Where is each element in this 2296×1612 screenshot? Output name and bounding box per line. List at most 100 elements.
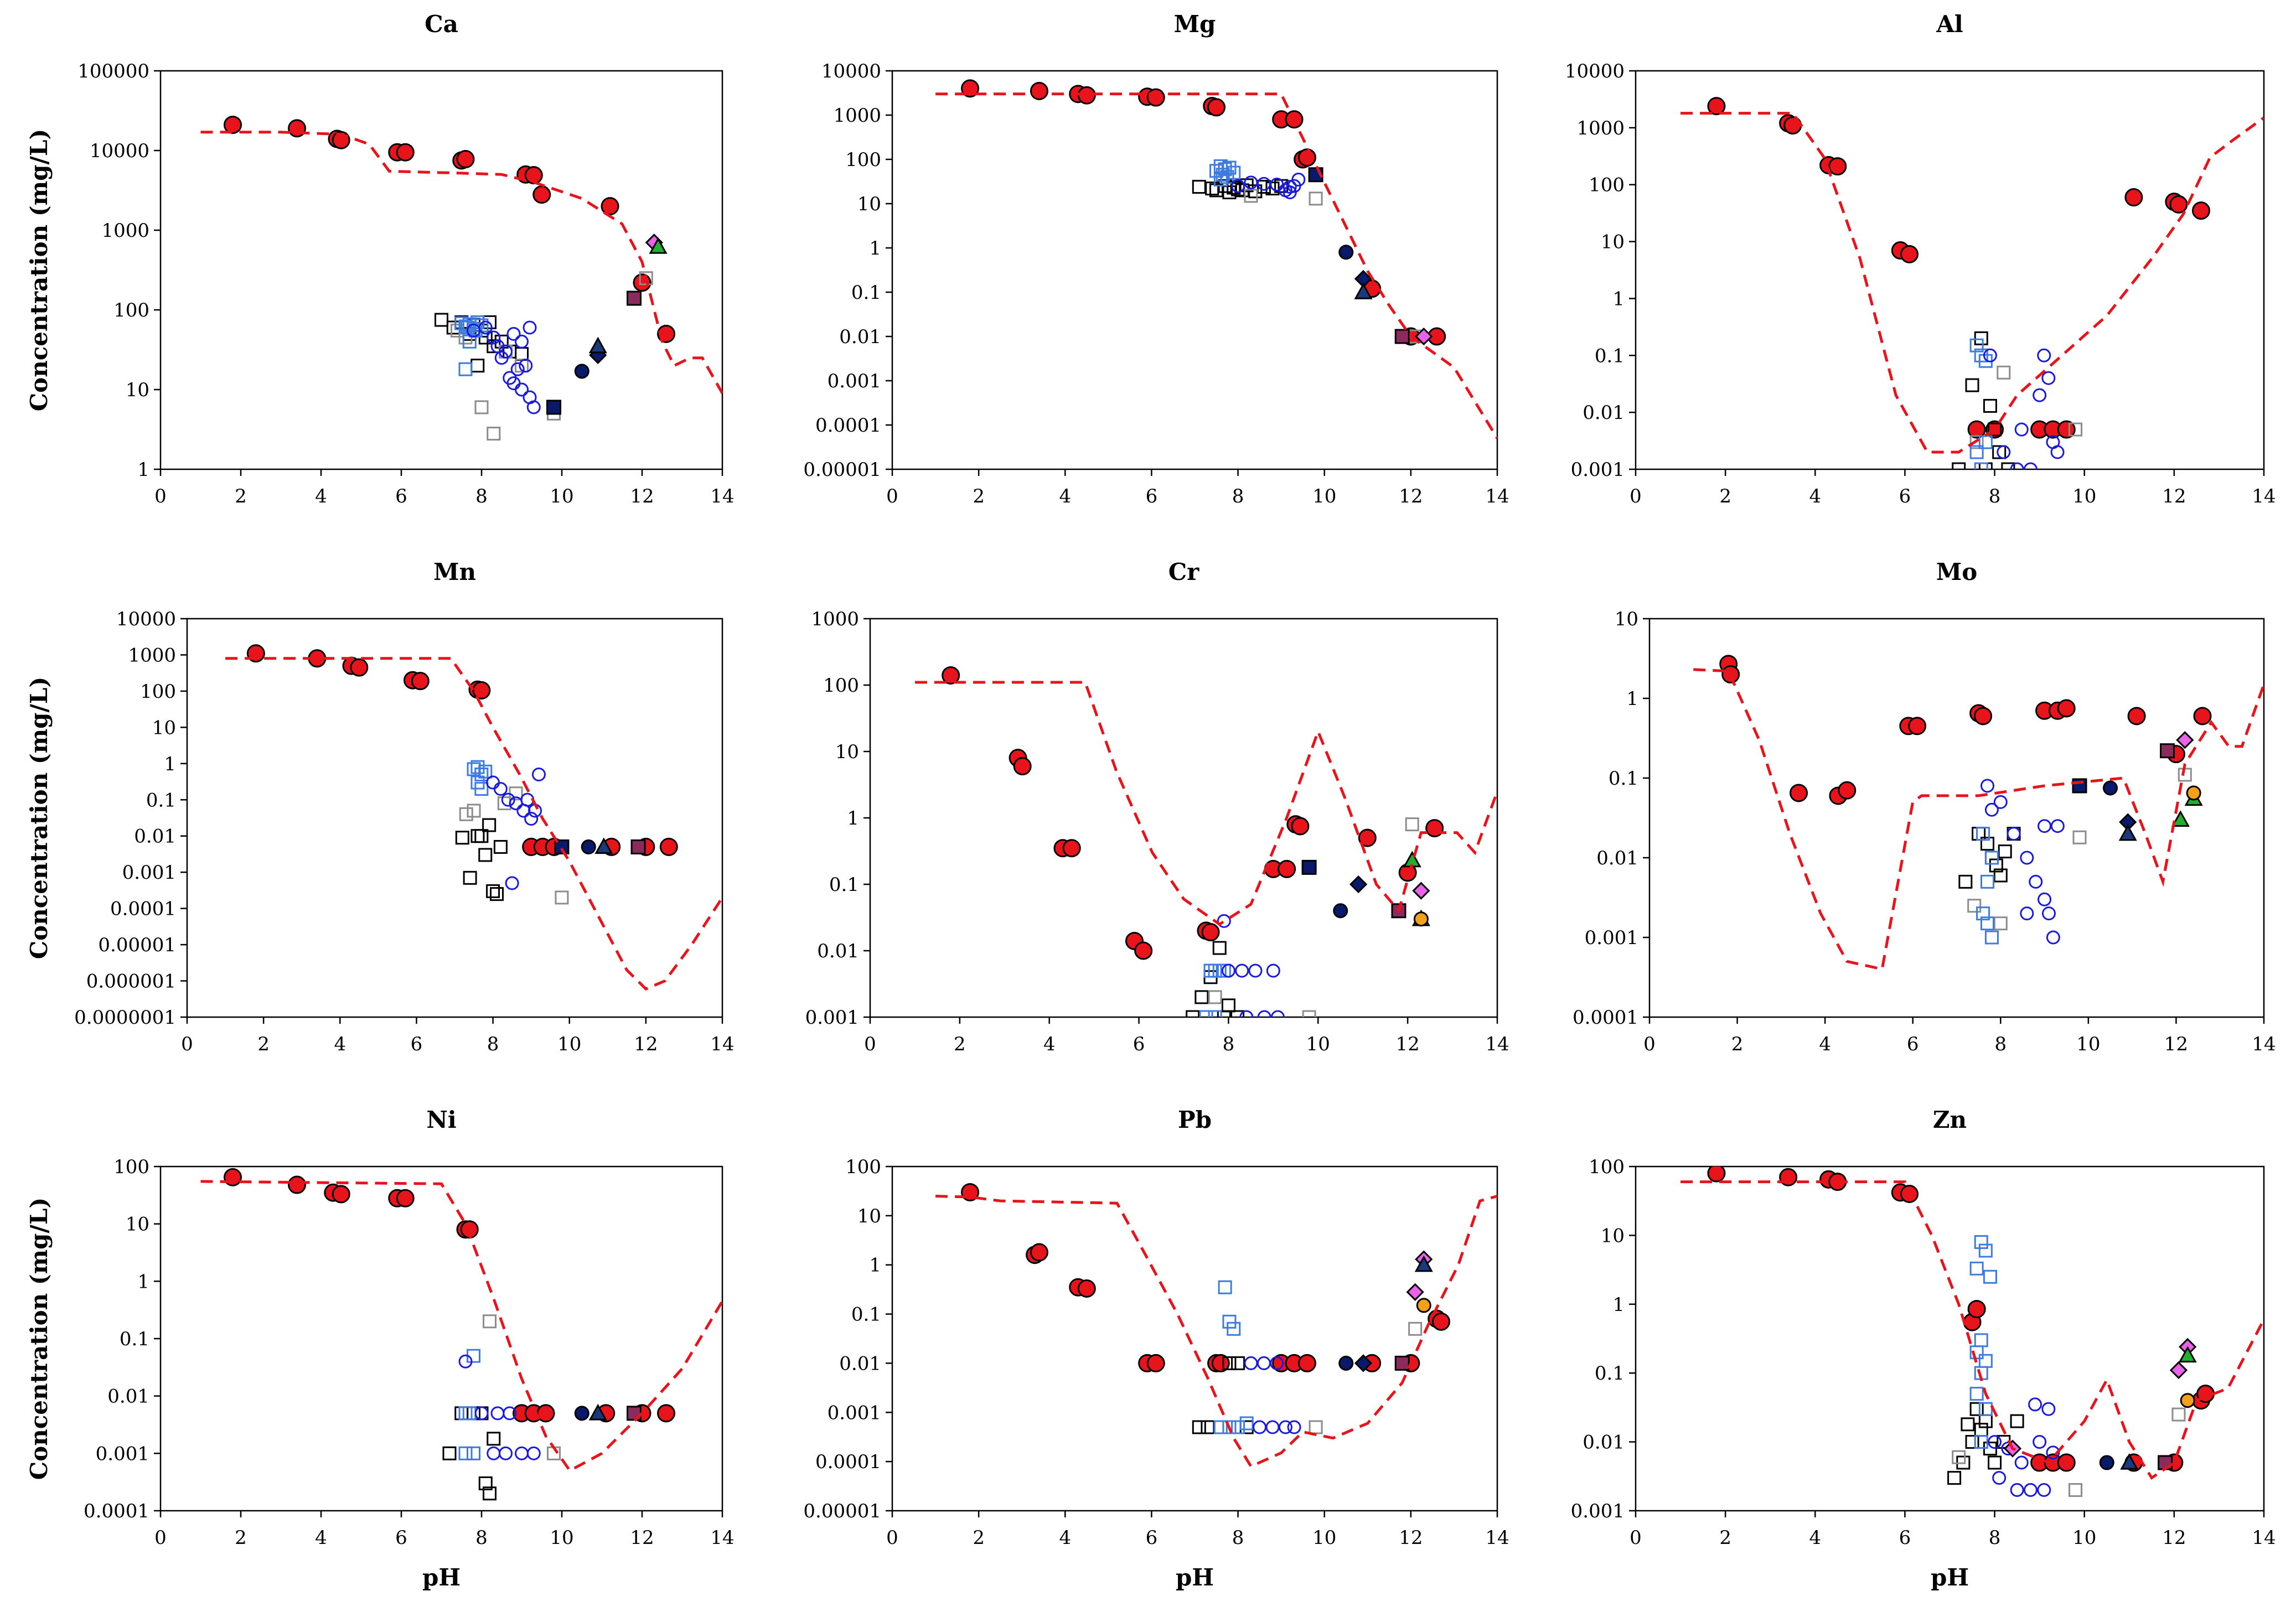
marker-measured bbox=[2057, 699, 2076, 718]
marker-green-triangles bbox=[649, 237, 668, 254]
y-tick-label: 10 bbox=[857, 193, 881, 215]
marker-measured bbox=[1146, 1354, 1165, 1372]
marker-blue-circles bbox=[515, 334, 529, 349]
y-tick-label: 0.001 bbox=[805, 1007, 859, 1029]
y-tick-label: 0.0001 bbox=[815, 414, 881, 437]
marker-lightblue-squares bbox=[1980, 916, 1994, 931]
chart-mg: Mg 0 2 4 6 8 10 12 14 0.00001 0.0001 0.001 0.01 0.1 1 1… bbox=[803, 11, 1509, 507]
marker-lightblue-squares bbox=[1974, 1333, 1988, 1347]
marker-lightblue-squares bbox=[1978, 1354, 1993, 1368]
y-tick-label: 0.001 bbox=[122, 862, 176, 884]
marker-blue-circles bbox=[501, 792, 515, 807]
plot-frame-cr bbox=[869, 618, 1498, 1018]
marker-grey-squares bbox=[1405, 817, 1419, 832]
marker-measured bbox=[1134, 941, 1153, 960]
x-tick-label: 12 bbox=[1396, 1033, 1420, 1055]
x-tick-label: 14 bbox=[2252, 485, 2276, 507]
y-tick-label: 100 bbox=[140, 681, 176, 703]
marker-lightblue-squares bbox=[1976, 906, 1990, 921]
y-tick-label: 1 bbox=[1612, 1294, 1625, 1316]
x-tick-label: 14 bbox=[710, 485, 734, 507]
x-tick-label: 12 bbox=[1399, 1527, 1423, 1549]
x-tick-label: 6 bbox=[395, 485, 407, 507]
marker-blue-circles bbox=[458, 1354, 473, 1369]
marker-grey-squares bbox=[2069, 422, 2082, 437]
marker-black-squares bbox=[478, 1476, 493, 1491]
marker-black-squares bbox=[1974, 1423, 1988, 1437]
marker-blue-circles bbox=[1239, 1010, 1254, 1017]
marker-grey-squares bbox=[1993, 916, 2008, 931]
marker-lightblue-squares bbox=[1978, 1243, 1993, 1258]
marker-blue-circles bbox=[2010, 1483, 2024, 1497]
marker-pink-diamonds bbox=[1415, 327, 1433, 346]
marker-blue-circles bbox=[1244, 1356, 1258, 1370]
marker-blue-circles bbox=[1997, 445, 2011, 459]
marker-lightblue-squares bbox=[1217, 963, 1231, 978]
marker-measured bbox=[224, 116, 242, 134]
y-tick-label: 0.01 bbox=[1583, 402, 1625, 424]
marker-black-squares bbox=[1988, 422, 2002, 437]
y-tick-label: 0.0001 bbox=[110, 898, 176, 920]
marker-blue-circles bbox=[490, 1406, 505, 1421]
marker-blue-circles bbox=[1270, 1010, 1285, 1017]
marker-measured bbox=[1838, 781, 1857, 800]
y-tick-label: 0.1 bbox=[851, 282, 881, 304]
marker-blue-circles bbox=[1221, 963, 1235, 978]
marker-blue-circles bbox=[1231, 179, 1245, 193]
plot-area-ca bbox=[200, 116, 722, 441]
marker-grey-squares bbox=[458, 330, 473, 345]
chart-title-mg: Mg bbox=[1174, 11, 1216, 38]
chart-ni: Ni 0 2 4 6 8 10 12 14 0.0001 0.001 0.01 0.1 1 10 100 Con… bbox=[25, 1106, 735, 1591]
marker-lightblue-squares bbox=[1969, 1345, 1984, 1360]
y-tick-label: 1 bbox=[137, 1271, 149, 1293]
marker-navy-triangles bbox=[588, 336, 607, 354]
chart-mn: Mn 0 2 4 6 8 10 12 14 0.0000001 0.000001 0.00001 0.0… bbox=[25, 558, 735, 1055]
marker-blue-circles bbox=[2041, 371, 2056, 385]
x-tick-label: 4 bbox=[1043, 1033, 1056, 1055]
marker-blue-circles bbox=[1235, 963, 1249, 978]
marker-pink-diamonds bbox=[2169, 1361, 2188, 1380]
x-tick-label: 6 bbox=[411, 1033, 423, 1055]
x-tick-label: 6 bbox=[1899, 485, 1911, 507]
marker-blue-circles bbox=[486, 775, 500, 790]
y-tick-label: 0.01 bbox=[817, 940, 859, 962]
model-line-ca bbox=[200, 131, 722, 394]
chart-title-al: Al bbox=[1936, 11, 1963, 38]
marker-blue-circles bbox=[2007, 827, 2021, 841]
marker-navy-triangles bbox=[588, 1403, 607, 1421]
x-tick-label: 10 bbox=[557, 1033, 581, 1055]
x-tick-label: 0 bbox=[864, 1033, 876, 1055]
y-tick-label: 10 bbox=[1615, 608, 1638, 630]
marker-blue-circles bbox=[1256, 177, 1271, 191]
y-tick-label: 1000 bbox=[128, 644, 176, 666]
marker-lightblue-squares bbox=[1216, 168, 1230, 182]
marker-lightblue-squares bbox=[1222, 1420, 1237, 1434]
marker-grey-squares bbox=[515, 359, 529, 373]
marker-black-squares bbox=[482, 818, 497, 832]
marker-grey-squares bbox=[1967, 899, 1982, 913]
x-axis-label: pH bbox=[1176, 1564, 1214, 1591]
marker-lightblue-squares bbox=[470, 760, 485, 774]
marker-measured bbox=[1900, 245, 1919, 263]
marker-blue-circles bbox=[499, 1446, 513, 1460]
marker-lightblue-squares bbox=[1974, 1235, 1988, 1249]
marker-blue-circles bbox=[524, 811, 539, 826]
marker-black-squares bbox=[1965, 1435, 1979, 1449]
marker-lightblue-squares bbox=[1208, 1010, 1222, 1017]
x-tick-label: 8 bbox=[1989, 1527, 2001, 1549]
y-tick-label: 10 bbox=[126, 1214, 149, 1236]
y-tick-label: 0.0001 bbox=[815, 1451, 881, 1473]
x-tick-label: 12 bbox=[2164, 1033, 2188, 1055]
plot-area-cr bbox=[914, 666, 1497, 1017]
marker-grey-squares bbox=[1244, 189, 1258, 203]
x-tick-label: 10 bbox=[550, 1527, 573, 1549]
marker-measured bbox=[2057, 420, 2076, 439]
x-tick-label: 8 bbox=[1232, 485, 1244, 507]
plot-frame-mn bbox=[186, 618, 723, 1018]
y-tick-label: 0.00001 bbox=[98, 934, 176, 956]
marker-blue-circles bbox=[1287, 1420, 1301, 1434]
marker-black-squares bbox=[483, 1486, 497, 1501]
y-tick-label: 0.000001 bbox=[86, 971, 176, 993]
plot-area-pb bbox=[935, 1183, 1497, 1468]
chart-title-zn: Zn bbox=[1933, 1106, 1967, 1133]
